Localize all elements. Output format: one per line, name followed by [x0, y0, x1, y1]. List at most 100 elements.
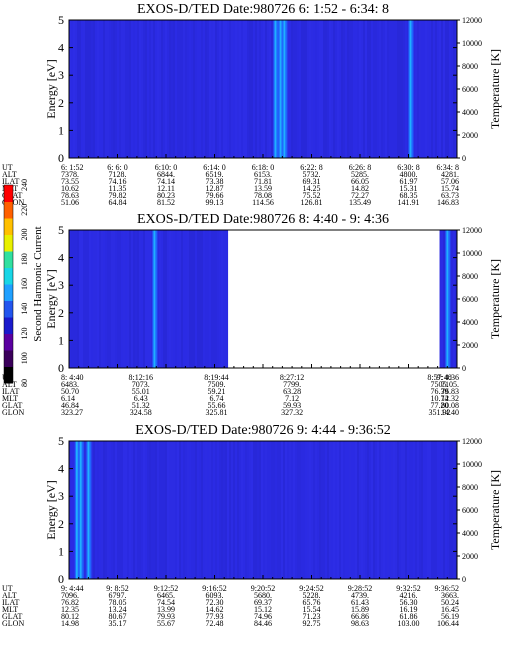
y2-tick-label: 6000 — [462, 85, 478, 94]
spectrogram-column — [103, 230, 105, 368]
table-cell: 6844. — [157, 170, 175, 179]
table-cell: 15.89 — [351, 605, 369, 614]
table-cell: 6:10: 0 — [155, 163, 177, 172]
table-cell: 6:18: 0 — [252, 163, 274, 172]
spectrogram-column — [187, 230, 189, 368]
spectrogram-column — [147, 20, 149, 158]
spectrogram-column — [393, 20, 395, 158]
table-cell: 6.74 — [209, 394, 223, 403]
spectrogram-column — [191, 20, 193, 158]
spectrogram-column — [359, 441, 361, 579]
spectrogram-column — [161, 441, 163, 579]
y-tick-label: 4 — [58, 251, 64, 265]
table-cell: 63.73 — [441, 191, 459, 200]
table-cell: 4739. — [351, 591, 369, 600]
table-cell: 74.96 — [254, 612, 272, 621]
spectrogram-column — [159, 441, 161, 579]
table-cell: 84.46 — [254, 619, 272, 628]
y2-tick-label: 8000 — [462, 483, 478, 492]
table-cell: 6:30: 8 — [397, 163, 419, 172]
spectrogram-column — [403, 20, 405, 158]
table-cell: 79.82 — [109, 191, 127, 200]
table-cell: 78.63 — [61, 191, 79, 200]
spectrogram-column — [73, 20, 75, 158]
y-tick-label: 4 — [58, 462, 64, 476]
spectrogram-column — [329, 20, 331, 158]
spectrogram-column — [103, 20, 105, 158]
spectrogram-column — [397, 441, 399, 579]
spectrogram-column — [391, 441, 393, 579]
spectrogram-column — [213, 230, 215, 368]
table-cell: 13.24 — [109, 605, 127, 614]
y2-tick-label: 2000 — [462, 131, 478, 140]
y-tick-label: 1 — [58, 544, 64, 558]
spectrogram-column — [341, 441, 343, 579]
spectrogram-column — [215, 230, 217, 368]
table-cell: 141.91 — [398, 198, 420, 207]
spectrogram-column — [347, 441, 349, 579]
spectrogram-column — [89, 230, 91, 368]
table-cell: 63.28 — [283, 387, 301, 396]
spectrogram-column — [369, 20, 371, 158]
table-cell: 74.54 — [157, 598, 175, 607]
spectrogram-column — [135, 20, 137, 158]
spectrogram-column — [443, 20, 445, 158]
spectrogram-column — [339, 20, 341, 158]
spectrogram-column — [257, 441, 259, 579]
spectrogram-column — [237, 20, 239, 158]
spectrogram-column — [347, 20, 349, 158]
y2-tick-label: 12000 — [462, 226, 482, 235]
y2-tick-label: 12000 — [462, 437, 482, 446]
spectrogram-column — [69, 441, 71, 579]
table-cell: 7073. — [132, 380, 150, 389]
table-cell: 71.23 — [303, 612, 321, 621]
spectrogram-column — [265, 441, 267, 579]
y-tick-label: 1 — [58, 123, 64, 137]
table-cell: 103.00 — [398, 619, 420, 628]
y-tick-label: 0 — [58, 572, 64, 586]
table-cell: 64.84 — [109, 198, 127, 207]
y2-tick-label: 0 — [462, 575, 466, 584]
spectrogram-column — [237, 441, 239, 579]
y2-tick-label: 4000 — [462, 318, 478, 327]
spectrogram-column — [245, 441, 247, 579]
table-row-label: GLAT — [2, 401, 23, 410]
table-cell: 15.54 — [303, 605, 321, 614]
spectrogram-column — [185, 441, 187, 579]
y2-axis-label: Temperature [K] — [488, 49, 502, 129]
colorbar-segment — [4, 284, 13, 301]
spectrogram-column — [251, 20, 253, 158]
spectrogram-column — [117, 441, 119, 579]
spectrogram-column — [209, 230, 211, 368]
table-cell: 6093. — [206, 591, 224, 600]
spectrogram-column — [219, 230, 221, 368]
spectrogram-column — [195, 230, 197, 368]
spectrogram-column — [181, 230, 183, 368]
y2-tick-label: 8000 — [462, 272, 478, 281]
spectrogram-column — [301, 441, 303, 579]
spectrogram-column — [407, 20, 409, 158]
table-cell: 9:32:52 — [396, 584, 420, 593]
spectrogram-column — [203, 230, 205, 368]
spectrogram-column — [195, 20, 197, 158]
table-row-label: GLON — [2, 408, 24, 417]
colorbar-segment — [4, 251, 13, 268]
spectrogram-column — [113, 230, 115, 368]
spectrogram-column — [255, 20, 257, 158]
spectrogram-column — [75, 230, 77, 368]
spectrogram-column — [85, 230, 87, 368]
spectrogram-column — [433, 441, 435, 579]
table-cell: 8:57:40 — [427, 373, 451, 382]
spectrogram-column — [97, 441, 99, 579]
table-cell: 65.76 — [303, 598, 321, 607]
spectrogram-column — [93, 441, 95, 579]
colorbar-segment — [4, 350, 13, 367]
spectrogram-column — [173, 20, 175, 158]
table-cell: 6:26: 8 — [349, 163, 371, 172]
table-cell: 14.98 — [61, 619, 79, 628]
spectrogram-column — [367, 20, 369, 158]
spectrogram-column — [197, 20, 199, 158]
table-cell: 71.81 — [254, 177, 272, 186]
spectrogram-column — [217, 441, 219, 579]
spectrogram-column — [223, 230, 225, 368]
